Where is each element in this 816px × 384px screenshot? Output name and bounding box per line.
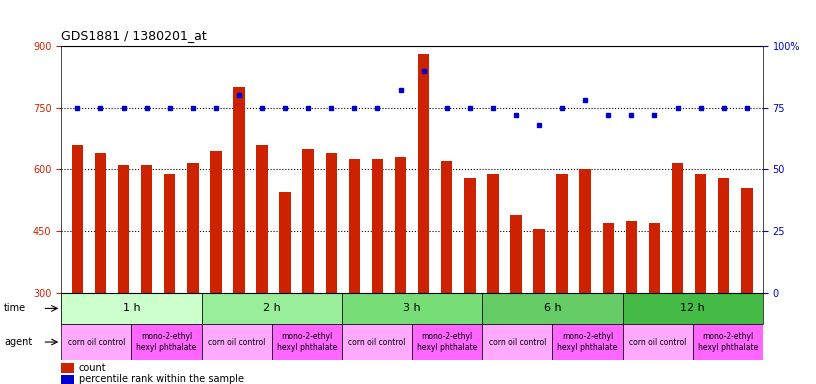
- Bar: [623, 293, 763, 324]
- Bar: [718, 178, 730, 293]
- Text: corn oil control: corn oil control: [208, 338, 265, 346]
- Bar: [487, 174, 499, 293]
- Text: mono-2-ethyl
hexyl phthalate: mono-2-ethyl hexyl phthalate: [136, 332, 197, 352]
- Bar: [626, 221, 637, 293]
- Text: 12 h: 12 h: [681, 303, 705, 313]
- Text: 6 h: 6 h: [543, 303, 561, 313]
- Bar: [441, 161, 453, 293]
- Bar: [118, 165, 129, 293]
- Bar: [342, 324, 412, 360]
- Bar: [279, 192, 290, 293]
- Bar: [510, 215, 521, 293]
- Bar: [61, 293, 202, 324]
- Text: corn oil control: corn oil control: [489, 338, 546, 346]
- Bar: [412, 324, 482, 360]
- Bar: [534, 229, 545, 293]
- Bar: [464, 178, 476, 293]
- Bar: [552, 324, 623, 360]
- Bar: [72, 145, 83, 293]
- Bar: [693, 324, 763, 360]
- Bar: [482, 324, 552, 360]
- Bar: [623, 324, 693, 360]
- Text: GDS1881 / 1380201_at: GDS1881 / 1380201_at: [61, 29, 207, 42]
- Text: percentile rank within the sample: percentile rank within the sample: [78, 374, 244, 384]
- Bar: [141, 165, 153, 293]
- Text: corn oil control: corn oil control: [68, 338, 125, 346]
- Text: 3 h: 3 h: [403, 303, 421, 313]
- Text: mono-2-ethyl
hexyl phthalate: mono-2-ethyl hexyl phthalate: [698, 332, 758, 352]
- Bar: [371, 159, 384, 293]
- Bar: [95, 153, 106, 293]
- Bar: [61, 363, 73, 373]
- Bar: [342, 293, 482, 324]
- Bar: [418, 54, 429, 293]
- Bar: [672, 163, 683, 293]
- Bar: [256, 145, 268, 293]
- Bar: [303, 149, 314, 293]
- Bar: [482, 293, 623, 324]
- Bar: [602, 223, 614, 293]
- Text: count: count: [78, 363, 106, 373]
- Bar: [579, 169, 591, 293]
- Bar: [202, 324, 272, 360]
- Text: time: time: [4, 303, 26, 313]
- Text: agent: agent: [4, 337, 33, 347]
- Bar: [202, 293, 342, 324]
- Bar: [395, 157, 406, 293]
- Bar: [348, 159, 360, 293]
- Bar: [326, 153, 337, 293]
- Text: 1 h: 1 h: [122, 303, 140, 313]
- Bar: [741, 188, 752, 293]
- Bar: [164, 174, 175, 293]
- Bar: [272, 324, 342, 360]
- Bar: [187, 163, 198, 293]
- Text: mono-2-ethyl
hexyl phthalate: mono-2-ethyl hexyl phthalate: [277, 332, 337, 352]
- Bar: [131, 324, 202, 360]
- Bar: [61, 375, 73, 384]
- Bar: [649, 223, 660, 293]
- Bar: [210, 151, 222, 293]
- Bar: [695, 174, 707, 293]
- Text: corn oil control: corn oil control: [629, 338, 686, 346]
- Text: mono-2-ethyl
hexyl phthalate: mono-2-ethyl hexyl phthalate: [417, 332, 477, 352]
- Text: corn oil control: corn oil control: [348, 338, 406, 346]
- Text: 2 h: 2 h: [263, 303, 281, 313]
- Bar: [61, 324, 131, 360]
- Text: mono-2-ethyl
hexyl phthalate: mono-2-ethyl hexyl phthalate: [557, 332, 618, 352]
- Bar: [557, 174, 568, 293]
- Bar: [233, 87, 245, 293]
